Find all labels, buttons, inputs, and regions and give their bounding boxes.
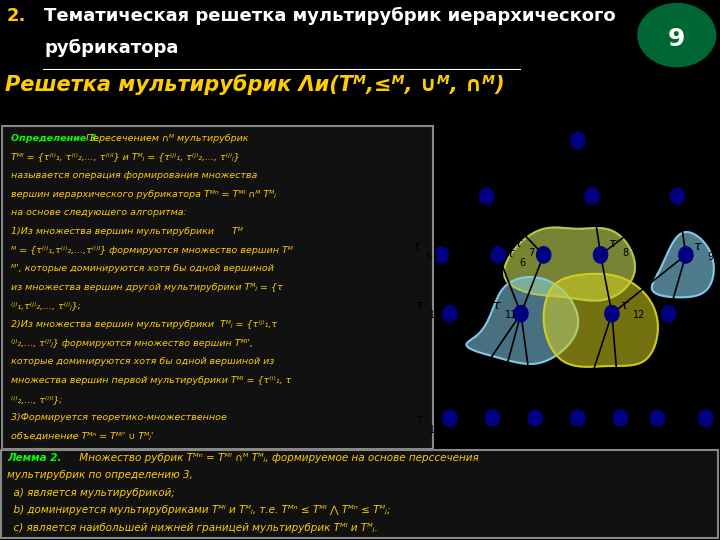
Text: τ: τ [714, 413, 720, 427]
Text: τ: τ [652, 423, 660, 436]
Text: τ: τ [572, 423, 580, 436]
Text: 15: 15 [500, 435, 512, 444]
Circle shape [593, 247, 608, 263]
Text: τ: τ [415, 299, 423, 312]
Text: 2.: 2. [6, 7, 26, 25]
Text: 8: 8 [622, 248, 628, 258]
Text: 18: 18 [628, 435, 640, 444]
Text: 2)Из множества вершин мультирубрики  Τᴹⱼ = {τ⁽ʲ⁾₁,τ: 2)Из множества вершин мультирубрики Τᴹⱼ … [11, 320, 277, 329]
Text: 12: 12 [634, 310, 646, 320]
Text: τ: τ [529, 423, 537, 436]
Text: τ: τ [600, 181, 608, 194]
Text: a) является мультирубрикой;: a) является мультирубрикой; [7, 488, 175, 498]
Polygon shape [544, 274, 658, 367]
Text: 2: 2 [471, 193, 477, 202]
Text: Лемма 2.: Лемма 2. [7, 453, 62, 463]
Text: τ: τ [507, 247, 514, 260]
Text: ⁽ʲ⁾₂,..., τ⁽ʲ⁾ⱼ} формируются множество вершин Τᴹᴵ',: ⁽ʲ⁾₂,..., τ⁽ʲ⁾ⱼ} формируются множество в… [11, 339, 253, 348]
Text: Пересечением ∩ᴹ мультирубрик: Пересечением ∩ᴹ мультирубрик [83, 134, 248, 143]
Polygon shape [504, 227, 635, 301]
Text: 10: 10 [428, 310, 441, 320]
Text: рубрикатора: рубрикатора [45, 39, 179, 57]
Circle shape [528, 410, 542, 427]
Text: 14: 14 [428, 424, 441, 435]
Circle shape [571, 410, 585, 427]
Text: на основе следующего алгоритма:: на основе следующего алгоритма: [11, 208, 186, 218]
Text: 3)Формируется теоретико-множественное: 3)Формируется теоретико-множественное [11, 413, 227, 422]
Circle shape [679, 247, 693, 263]
Text: b) доминируется мультирубриками Τᴹᴵ и Τᴹⱼ, т.е. Τᴹⁿ ≤ Τᴹᴵ ⋀ Τᴹⁿ ≤ Τᴹⱼ;: b) доминируется мультирубриками Τᴹᴵ и Τᴹ… [7, 505, 391, 515]
Text: 13: 13 [690, 310, 703, 320]
Circle shape [485, 410, 500, 427]
Text: 4: 4 [698, 193, 705, 202]
Text: τ: τ [413, 240, 420, 253]
FancyBboxPatch shape [1, 450, 718, 538]
Text: τ: τ [487, 423, 495, 436]
Circle shape [514, 306, 528, 322]
Text: 16: 16 [542, 435, 554, 444]
Text: из множества вершин другой мультирубрики Τᴹⱼ = {τ: из множества вершин другой мультирубрики… [11, 283, 283, 292]
Text: 1) {τ₇, τ₈} → ∅: 1) {τ₇, τ₈} → ∅ [444, 472, 539, 485]
Circle shape [434, 247, 449, 263]
Circle shape [536, 247, 551, 263]
Text: 7: 7 [528, 248, 534, 258]
Text: τ: τ [415, 413, 423, 427]
Circle shape [585, 188, 599, 204]
Text: {τ₇, τ₈} ∩ᴹ {τ₁₁, τ₁₂, τ₉}: {τ₇, τ₈} ∩ᴹ {τ₁₁, τ₁₂, τ₉} [444, 452, 596, 465]
Text: c) является наибольшей нижней границей мультирубрик Τᴹᴵ и Τᴹⱼ.: c) является наибольшей нижней границей м… [7, 523, 378, 532]
Text: 5: 5 [426, 252, 432, 261]
Polygon shape [467, 277, 578, 364]
Text: множества вершин первой мультирубрики Τᴹᴵ = {τ⁽ⁱ⁾₁, τ: множества вершин первой мультирубрики Τᴹ… [11, 376, 291, 385]
Text: Определение 3.: Определение 3. [11, 134, 100, 143]
Circle shape [491, 247, 505, 263]
Text: Решетка мультирубрик Λи(Τᴹ,≤ᴹ, ∪ᴹ, ∩ᴹ): Решетка мультирубрик Λи(Τᴹ,≤ᴹ, ∪ᴹ, ∩ᴹ) [5, 74, 505, 94]
Text: τ: τ [621, 299, 628, 312]
Text: которые доминируются хотя бы одной вершиной из: которые доминируются хотя бы одной верши… [11, 357, 274, 367]
Text: называется операция формирования множества: называется операция формирования множест… [11, 171, 257, 180]
Text: τ: τ [678, 299, 685, 312]
Text: 3: 3 [613, 193, 619, 202]
Text: 9: 9 [707, 252, 714, 261]
Circle shape [698, 410, 713, 427]
Text: ᴹ', которые доминируются хотя бы одной вершиной: ᴹ', которые доминируются хотя бы одной в… [11, 265, 274, 273]
Text: 6: 6 [520, 258, 526, 268]
Text: Τᴹᴵ = {τ⁽ⁱ⁾₁, τ⁽ⁱ⁾₂,..., τ⁽ⁱ⁾ᴵ} и Τᴹⱼ = {τ⁽ʲ⁾₁, τ⁽ʲ⁾₂,..., τ⁽ʲ⁾ⱼ}: Τᴹᴵ = {τ⁽ⁱ⁾₁, τ⁽ⁱ⁾₂,..., τ⁽ⁱ⁾ᴵ} и Τᴹⱼ = … [11, 153, 240, 161]
FancyBboxPatch shape [2, 126, 433, 449]
Text: τ: τ [586, 123, 594, 136]
Text: 9: 9 [668, 26, 685, 51]
Text: вершин иерархического рубрикатора Τᴹⁿ = Τᴹᴵ ∩ᴹ Τᴹⱼ: вершин иерархического рубрикатора Τᴹⁿ = … [11, 190, 276, 199]
Text: 3) ∅ ∪ {τ₁₂}= {τ₁₂}: 3) ∅ ∪ {τ₁₂}= {τ₁₂} [444, 511, 570, 524]
Text: 1)Из множества вершин мультирубрики      Τᴹ: 1)Из множества вершин мультирубрики Τᴹ [11, 227, 243, 236]
Text: ⁽ʲ⁾₁,τ⁽ʲ⁾₂,..., τ⁽ʲ⁾ⱼ};: ⁽ʲ⁾₁,τ⁽ʲ⁾₂,..., τ⁽ʲ⁾ⱼ}; [11, 302, 81, 310]
Text: ⁽ⁱ⁾₂,..., τ⁽ⁱ⁾ᴵ};: ⁽ⁱ⁾₂,..., τ⁽ⁱ⁾ᴵ}; [11, 395, 63, 404]
Text: 17: 17 [585, 435, 598, 444]
Text: 19: 19 [665, 435, 677, 444]
Text: Тематическая решетка мультирубрик иерархического: Тематическая решетка мультирубрик иерарх… [45, 7, 616, 25]
Polygon shape [652, 232, 714, 298]
Circle shape [638, 3, 716, 67]
Circle shape [605, 306, 619, 322]
Circle shape [650, 410, 665, 427]
Text: τ: τ [686, 181, 693, 194]
Text: τ: τ [694, 240, 702, 253]
Circle shape [571, 132, 585, 149]
Text: τ: τ [459, 181, 466, 194]
Text: 11: 11 [505, 310, 518, 320]
Circle shape [662, 306, 676, 322]
Text: Множество рубрик Τᴹⁿ = Τᴹᴵ ∩ᴹ Τᴹⱼ, формируемое на основе перссечения: Множество рубрик Τᴹⁿ = Τᴹᴵ ∩ᴹ Τᴹⱼ, форми… [76, 453, 478, 463]
Text: ᴹ = {τ⁽ⁱ⁾₁,τ⁽ⁱ⁾₂,...,τ⁽ⁱ⁾ᴵ} формируются множество вершин Τᴹ: ᴹ = {τ⁽ⁱ⁾₁,τ⁽ⁱ⁾₂,...,τ⁽ⁱ⁾ᴵ} формируются … [11, 246, 293, 255]
Circle shape [443, 410, 457, 427]
Text: τ: τ [609, 237, 616, 250]
Text: 1: 1 [599, 134, 606, 144]
Circle shape [480, 188, 494, 204]
Circle shape [443, 306, 457, 322]
Circle shape [670, 188, 685, 204]
Text: объединение Τᴹⁿ = Τᴹᴵ' ∪ Τᴹⱼ': объединение Τᴹⁿ = Τᴹᴵ' ∪ Τᴹⱼ' [11, 432, 153, 441]
Text: τ: τ [516, 237, 523, 250]
Text: τ: τ [492, 299, 500, 312]
Text: мультирубрик по определению 3,: мультирубрик по определению 3, [7, 470, 193, 480]
Circle shape [613, 410, 628, 427]
Text: τ: τ [615, 423, 622, 436]
Text: 2) {τ₁₁, τ₁₂, τ₉} → {τ₁₂}: 2) {τ₁₁, τ₁₂, τ₉} → {τ₁₂} [444, 491, 593, 504]
